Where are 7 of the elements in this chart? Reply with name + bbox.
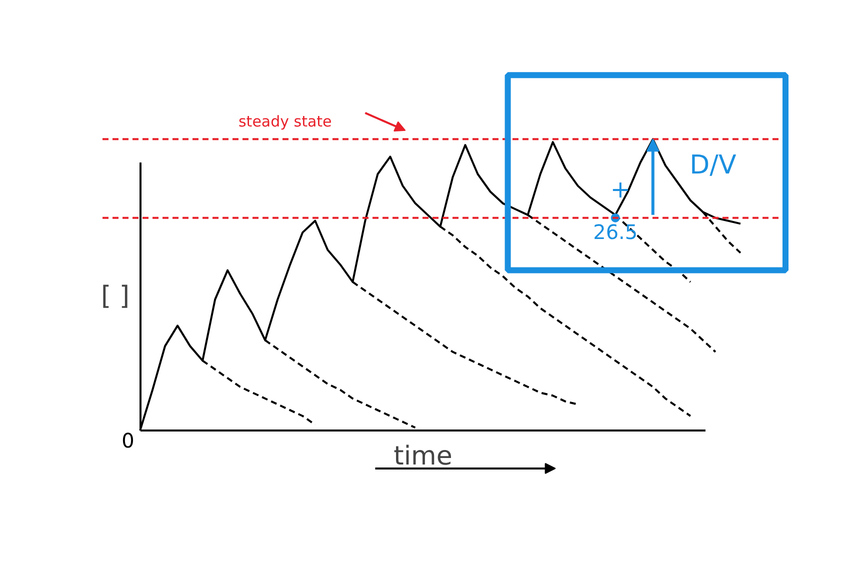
annotation: 26.5 [593, 220, 638, 244]
text: steady state [238, 112, 332, 131]
annotation: D/V [690, 150, 736, 180]
annotation: + [610, 176, 630, 204]
annotation: 0 [122, 428, 134, 453]
y-axis-title: [ ] [100, 282, 130, 312]
x-axis-title: time [394, 442, 452, 472]
